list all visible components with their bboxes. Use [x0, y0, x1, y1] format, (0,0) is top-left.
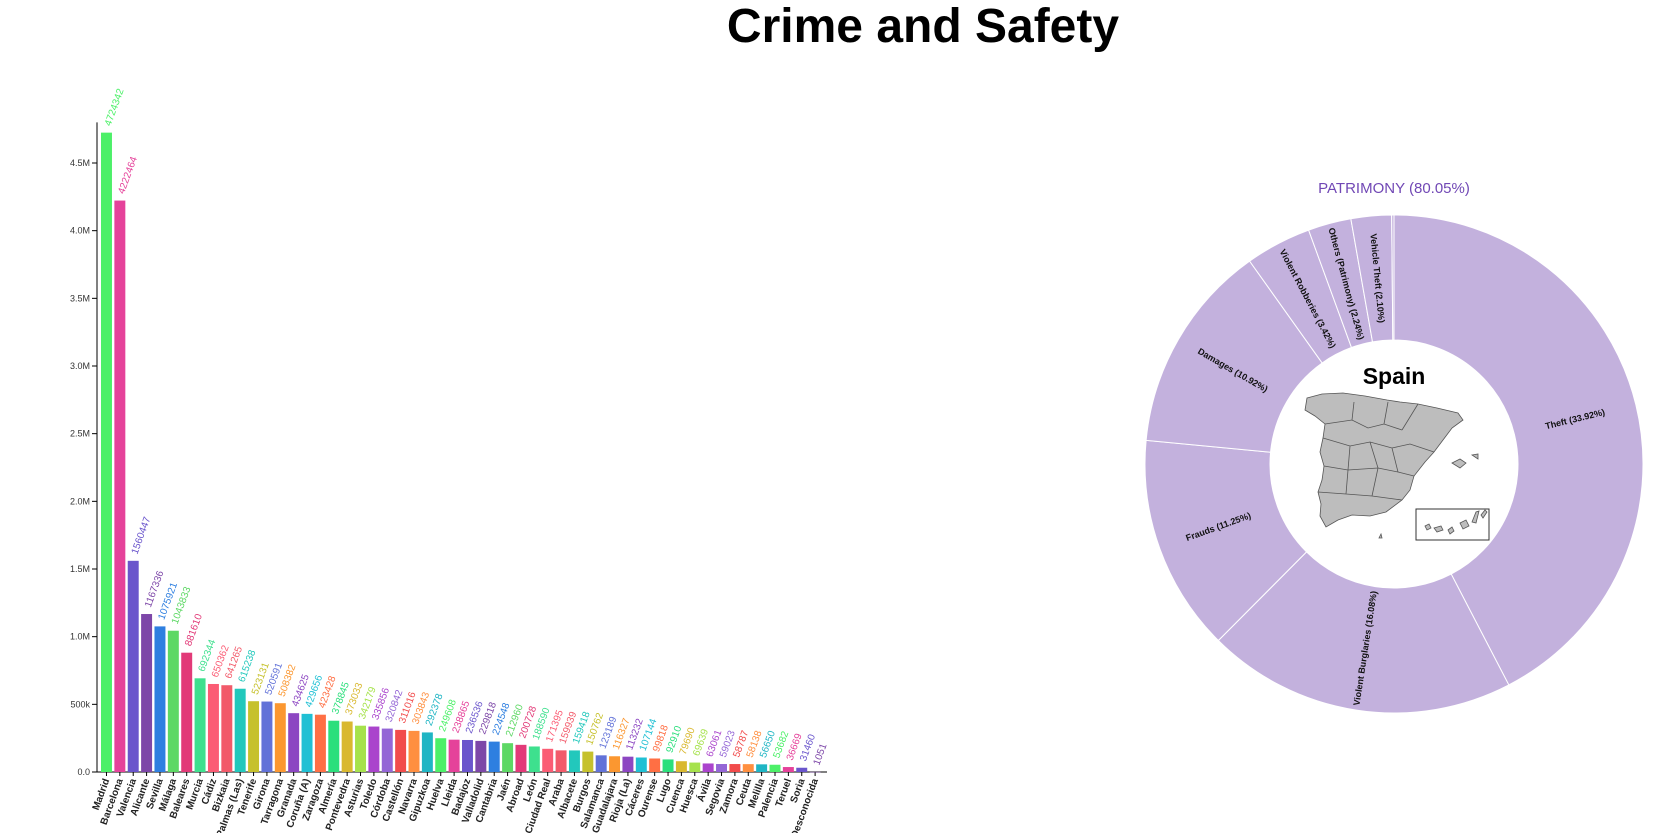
bar — [221, 685, 233, 772]
bar — [127, 560, 139, 772]
bar — [167, 630, 179, 772]
canary-islands-inset — [1415, 508, 1490, 541]
bar — [288, 713, 300, 772]
bar-y-axis: 0.0 500k 1.0M 1.5M 2.0M 2.5M 3.0M 3.5M 4.0M 4.5M — [70, 122, 98, 777]
bar — [796, 767, 808, 772]
bar — [609, 756, 621, 772]
bar — [475, 740, 487, 772]
bar — [515, 744, 527, 772]
donut-slice — [1391, 214, 1395, 341]
bar — [742, 764, 754, 772]
bar — [635, 757, 647, 772]
bar — [782, 767, 794, 772]
bar — [194, 678, 206, 772]
bar — [328, 720, 340, 772]
bar-series — [101, 132, 821, 773]
y-tick-label: 500k — [70, 699, 90, 709]
bar — [582, 751, 594, 772]
bar — [341, 721, 353, 772]
bar — [689, 762, 701, 772]
bar — [421, 732, 433, 772]
bar-chart: 0.0500k1.0M1.5M2.0M2.5M3.0M3.5M4.0M4.5M … — [70, 87, 830, 833]
bar — [702, 763, 714, 772]
bar-category-labels: MadridBarcelonaValenciaAlicanteSevillaMá… — [91, 776, 821, 833]
y-tick-label: 2.5M — [70, 429, 90, 439]
bar — [528, 746, 540, 772]
bar — [181, 652, 193, 772]
bar — [207, 683, 219, 772]
donut-center-label: Spain — [1363, 363, 1426, 389]
y-tick-label: 1.5M — [70, 564, 90, 574]
y-tick-label: 2.0M — [70, 496, 90, 506]
bar — [154, 626, 166, 772]
bar — [248, 701, 260, 772]
bar — [314, 714, 326, 772]
donut-slices — [1144, 214, 1644, 714]
bar — [595, 755, 607, 772]
canary-islands-icon — [1424, 509, 1488, 535]
bar — [675, 761, 687, 772]
donut-slice — [1217, 551, 1510, 714]
bar — [395, 729, 407, 772]
bar — [568, 750, 580, 772]
bar — [488, 741, 500, 772]
donut-slice — [1144, 439, 1308, 642]
bar — [555, 750, 567, 772]
donut-title: PATRIMONY (80.05%) — [1318, 180, 1470, 197]
bar — [769, 764, 781, 772]
bar — [261, 701, 273, 772]
bar — [381, 728, 393, 772]
bar — [274, 703, 286, 772]
bar — [756, 764, 768, 772]
bar — [408, 730, 420, 772]
bar — [542, 748, 554, 772]
y-tick-label: 1.0M — [70, 632, 90, 642]
bar — [301, 713, 313, 772]
bar — [649, 758, 661, 772]
y-tick-label: 3.5M — [70, 293, 90, 303]
y-tick-label: 3.0M — [70, 361, 90, 371]
bar — [809, 771, 821, 773]
bar — [101, 132, 112, 773]
bar — [729, 764, 741, 772]
donut-slice — [1145, 260, 1323, 453]
bar — [355, 725, 367, 772]
bar — [368, 726, 380, 772]
y-tick-label: 0.0 — [77, 767, 90, 777]
donut-slice — [1393, 214, 1644, 686]
bar — [462, 739, 473, 772]
bar — [234, 688, 246, 772]
bar — [435, 738, 447, 772]
bar — [622, 756, 634, 772]
bar — [502, 743, 514, 772]
bar — [114, 200, 126, 772]
bar — [662, 759, 674, 772]
bar — [716, 764, 728, 772]
y-tick-label: 4.0M — [70, 226, 90, 236]
y-tick-label: 4.5M — [70, 158, 90, 168]
page-title: Crime and Safety — [726, 0, 1120, 53]
bar — [141, 614, 153, 772]
bar — [448, 739, 460, 772]
spain-map-icon — [1304, 392, 1479, 539]
